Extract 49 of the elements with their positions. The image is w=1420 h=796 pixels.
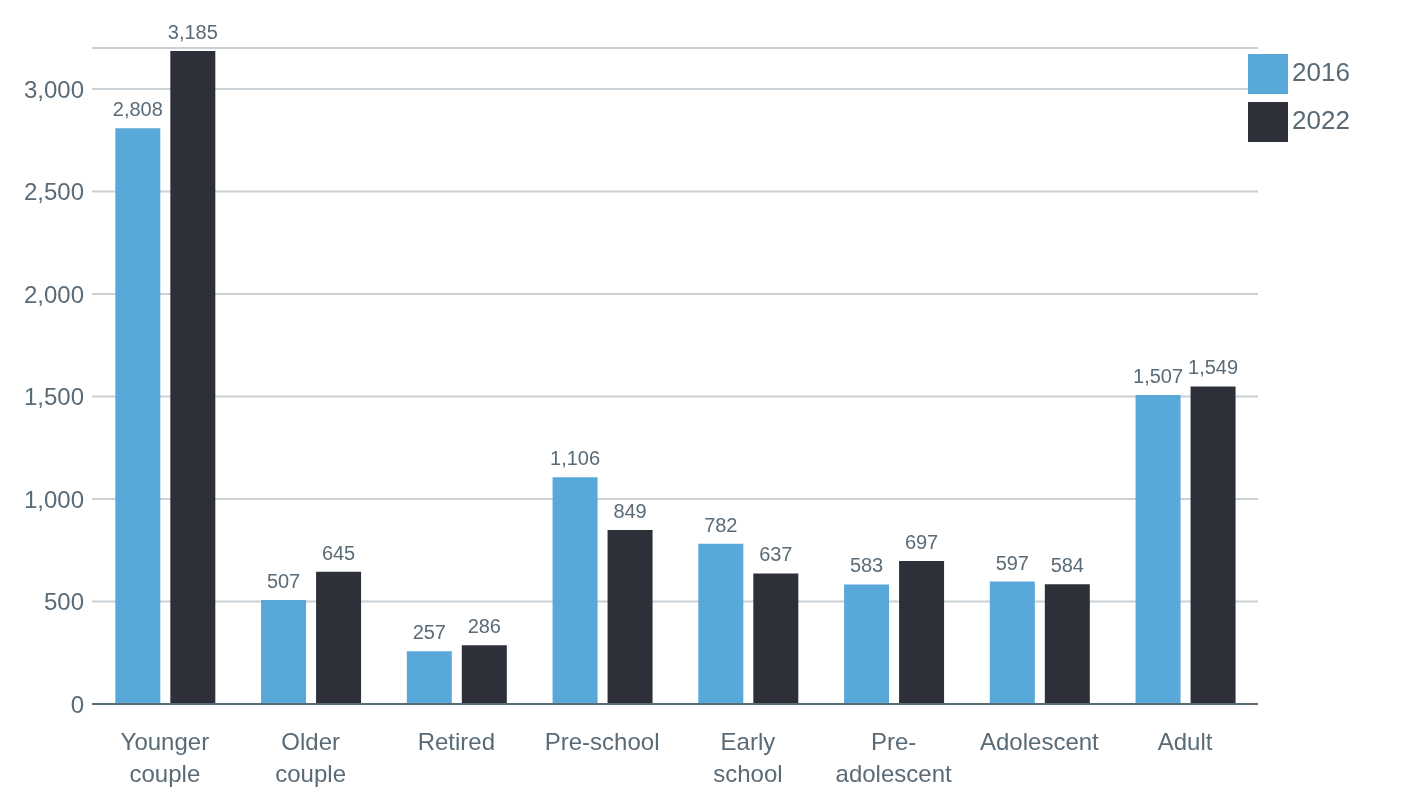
bar: [899, 561, 945, 704]
y-tick-label: 500: [43, 588, 84, 616]
bar: [170, 51, 216, 704]
x-tick-label: Older couple: [275, 728, 346, 787]
bar: [607, 529, 653, 704]
bar: [989, 581, 1035, 704]
bar: [552, 477, 598, 704]
data-label: 849: [613, 499, 647, 522]
data-label: 697: [904, 531, 939, 554]
bar: [316, 571, 362, 704]
bar: [844, 584, 890, 704]
legend-label: 2022: [1292, 105, 1350, 135]
y-tick-label: 3,000: [23, 75, 84, 103]
y-tick-label: 2,000: [23, 280, 84, 308]
x-tick-label: Retired: [417, 728, 496, 755]
bar: [461, 645, 507, 704]
data-label: 637: [759, 543, 793, 566]
data-label: 584: [1050, 554, 1085, 577]
data-label: 3,185: [167, 21, 218, 44]
data-label: 597: [995, 551, 1030, 574]
bar: [1044, 584, 1090, 704]
data-label: 782: [704, 513, 738, 536]
y-tick-label: 2,500: [23, 178, 84, 206]
data-label: 1,507: [1133, 365, 1184, 388]
bar: [406, 651, 452, 704]
data-label: 645: [321, 541, 356, 564]
data-label: 507: [266, 570, 301, 593]
y-tick-label: 1,500: [23, 383, 84, 411]
x-tick-label: Pre-adolescent: [835, 728, 952, 787]
bar: [753, 573, 799, 704]
data-label: 286: [467, 615, 502, 638]
bar: [115, 128, 161, 704]
x-tick-label: Adult: [1157, 728, 1213, 755]
y-tick-label: 1,000: [23, 485, 84, 513]
data-label: 583: [849, 554, 884, 577]
y-tick-label: 0: [70, 690, 84, 718]
bar: [261, 600, 307, 704]
bar: [1135, 395, 1181, 704]
legend-label: 2016: [1292, 57, 1350, 87]
data-label: 1,549: [1188, 356, 1239, 379]
bar: [698, 543, 744, 704]
x-tick-label: Pre-school: [544, 728, 660, 755]
x-tick-label: Early school: [713, 728, 783, 787]
data-label: 2,808: [112, 98, 163, 121]
x-tick-label: Younger couple: [120, 728, 210, 787]
data-label: 257: [412, 621, 447, 644]
x-tick-label: Adolescent: [980, 728, 1100, 755]
bar: [1190, 386, 1236, 704]
data-label: 1,106: [550, 447, 601, 470]
